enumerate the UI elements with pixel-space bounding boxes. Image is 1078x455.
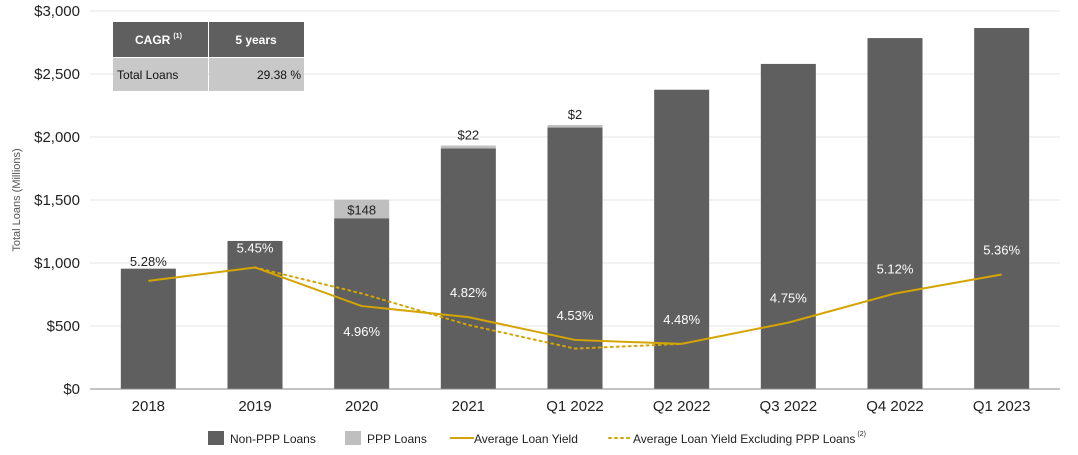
- y-tick-label: $0: [63, 381, 80, 398]
- x-tick-label: Q3 2022: [760, 398, 818, 415]
- bars: [120, 28, 1030, 390]
- legend: Non-PPP Loans PPP Loans Average Loan Yield…: [208, 431, 866, 446]
- cagr-header-cell: [113, 22, 208, 57]
- yield-value-label: 5.12%: [877, 261, 914, 276]
- cagr-header-period-cell: [209, 22, 304, 57]
- x-tick-label: Q4 2022: [866, 398, 924, 415]
- legend-label: Average Loan Yield: [474, 432, 578, 446]
- yield-value-label: 4.48%: [663, 312, 700, 327]
- yield-labels: 5.28% 5.45% 4.96% 4.82% 4.53% 4.48% 4.75% 5.12%…: [130, 240, 1021, 339]
- x-tick-label: 2018: [132, 398, 165, 415]
- x-tick-label: 2019: [238, 398, 271, 415]
- legend-swatch: [208, 431, 224, 445]
- yield-value-label: 4.96%: [343, 324, 380, 339]
- bar-non-ppp: [440, 148, 496, 389]
- yield-line: [148, 266, 1002, 345]
- legend-label: PPP Loans: [367, 432, 427, 446]
- bar-non-ppp: [974, 28, 1030, 389]
- x-tick-label: Q2 2022: [653, 398, 711, 415]
- cagr-row-label-cell: [113, 58, 208, 91]
- legend-swatch: [345, 431, 361, 445]
- legend-label: Non-PPP Loans: [230, 432, 316, 446]
- ppp-labels: $148 $22 $2: [347, 107, 582, 218]
- ppp-value-label: $148: [347, 203, 376, 218]
- bar-ppp: [334, 199, 390, 219]
- legend-label: Average Loan Yield Excluding PPP Loans (2…: [633, 431, 866, 446]
- cagr-row-label: Total Loans: [117, 68, 178, 82]
- y-tick-label: $1,500: [34, 192, 80, 209]
- yield-value-label: 4.82%: [450, 285, 487, 300]
- bar-non-ppp: [760, 63, 816, 390]
- y-tick-label: $1,000: [34, 255, 80, 272]
- yield-value-label: 5.45%: [237, 240, 274, 255]
- bar-non-ppp: [547, 127, 603, 390]
- yield-line-ex-ppp: [254, 266, 683, 350]
- cagr-table: CAGR (1) 5 years Total Loans 29.38 %: [113, 22, 304, 91]
- bar-non-ppp: [654, 89, 710, 389]
- y-axis-title: Total Loans (Millions): [11, 148, 23, 251]
- x-tick-label: 2021: [452, 398, 485, 415]
- y-tick-label: $500: [47, 318, 80, 335]
- bar-ppp: [440, 145, 496, 149]
- bar-non-ppp: [867, 38, 923, 390]
- yield-value-label: 5.28%: [130, 254, 167, 269]
- bar-non-ppp: [120, 268, 176, 389]
- yield-value-label: 4.53%: [557, 308, 594, 323]
- ppp-value-label: $2: [568, 107, 582, 122]
- yield-value-label: 5.36%: [983, 243, 1020, 258]
- x-tick-label: 2020: [345, 398, 378, 415]
- bar-ppp: [547, 125, 603, 128]
- yield-value-label: 4.75%: [770, 291, 807, 306]
- cagr-header-label: CAGR (1): [135, 33, 182, 47]
- bar-non-ppp: [227, 240, 283, 389]
- yield-lines: [148, 266, 1002, 350]
- x-tick-label: Q1 2022: [546, 398, 604, 415]
- y-tick-label: $2,500: [34, 66, 80, 83]
- ppp-value-label: $22: [457, 128, 479, 143]
- cagr-row-value-cell: [209, 58, 304, 91]
- cagr-row-value: 29.38 %: [257, 68, 301, 82]
- x-axis-ticks: 2018 2019 2020 2021 Q1 2022 Q2 2022 Q3 2022 Q4 …: [132, 398, 1031, 415]
- y-tick-label: $3,000: [34, 3, 80, 20]
- cagr-header-period: 5 years: [235, 33, 277, 47]
- y-axis-ticks: $0 $500 $1,000 $1,500 $2,000 $2,500 $3,000: [34, 3, 80, 398]
- x-tick-label: Q1 2023: [973, 398, 1031, 415]
- bar-non-ppp: [334, 218, 390, 389]
- y-tick-label: $2,000: [34, 129, 80, 146]
